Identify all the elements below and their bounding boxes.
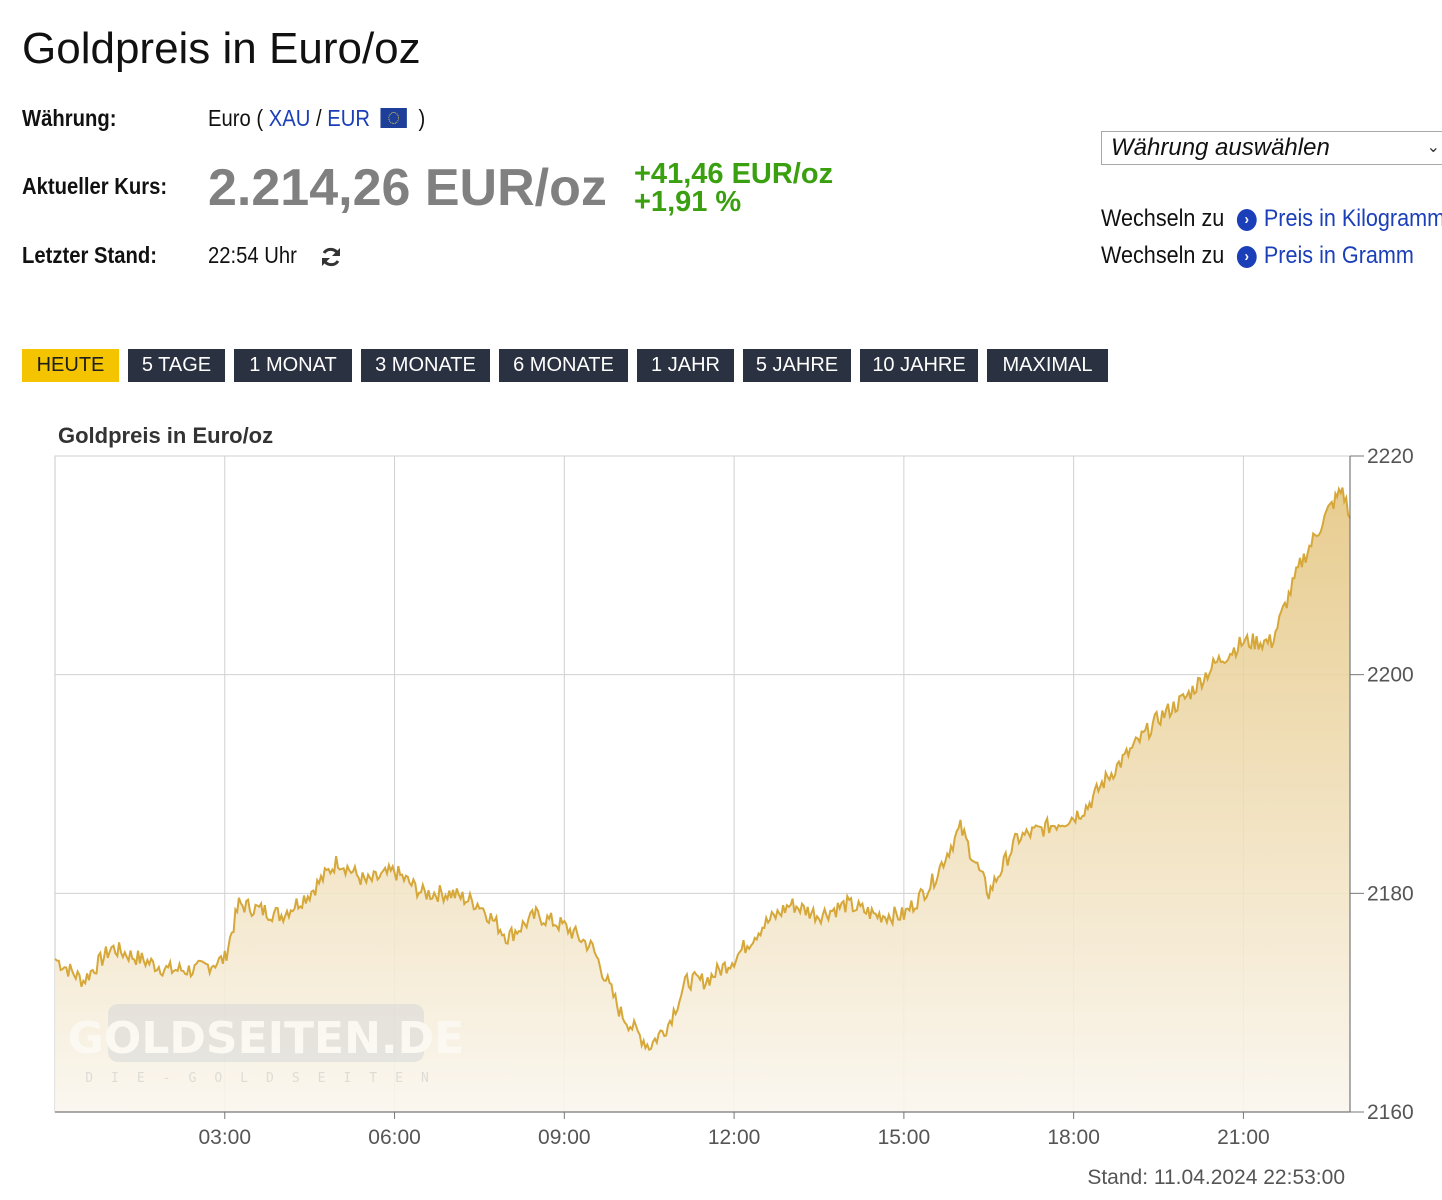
- currency-select-value: Währung auswählen: [1111, 134, 1330, 161]
- switch-gram-link[interactable]: Preis in Gramm: [1263, 242, 1414, 269]
- switch-kilogram-link[interactable]: Preis in Kilogramm: [1263, 205, 1442, 232]
- y-tick-label: 2160: [1367, 1101, 1414, 1124]
- gold-price-chart: Goldpreis in Euro/oz GOLDSEITEN.DE DIE-G…: [54, 423, 1414, 1189]
- x-tick-label: 18:00: [1047, 1126, 1100, 1149]
- tab-1-monat[interactable]: 1 MONAT: [234, 349, 352, 382]
- tab-6-monate[interactable]: 6 MONATE: [499, 349, 628, 382]
- change-absolute: +41,46 EUR/oz: [634, 158, 834, 190]
- chart-title: Goldpreis in Euro/oz: [58, 423, 273, 448]
- switch-row-kilogram: Wechseln zu › Preis in Kilogramm: [1101, 205, 1442, 233]
- change-percent: +1,91 %: [634, 186, 742, 218]
- tab-1-jahr[interactable]: 1 JAHR: [637, 349, 734, 382]
- currency-select[interactable]: Währung auswählen ⌄: [1101, 131, 1442, 165]
- tab-5-jahre[interactable]: 5 JAHRE: [743, 349, 851, 382]
- current-price: 2.214,26 EUR/oz: [208, 159, 607, 217]
- switch-row-gram: Wechseln zu › Preis in Gramm: [1101, 242, 1414, 270]
- chart-area-layer: [54, 485, 1351, 1113]
- x-tick-label: 12:00: [708, 1126, 761, 1149]
- chart-footer: Stand: 11.04.2024 22:53:00: [1087, 1166, 1345, 1189]
- currency-name: Euro: [208, 105, 251, 131]
- tab-3-monate[interactable]: 3 MONATE: [361, 349, 490, 382]
- chevron-right-icon: ›: [1236, 209, 1257, 231]
- open-paren: (: [256, 105, 264, 131]
- x-tick-label: 03:00: [198, 1126, 251, 1149]
- x-tick-label: 15:00: [878, 1126, 931, 1149]
- eu-flag-icon: [380, 108, 408, 128]
- series-line: [54, 485, 1351, 1052]
- chart-axes: 03:00 06:00 09:00 12:00 15:00 18:00 21:00 2220 2…: [55, 445, 1414, 1149]
- y-tick-label: 2180: [1367, 882, 1414, 905]
- currency-value: Euro ( XAU / EUR ): [208, 105, 425, 132]
- slash: /: [316, 105, 322, 131]
- series-area-fill: [55, 487, 1350, 1113]
- tab-maximal[interactable]: MAXIMAL: [987, 349, 1108, 382]
- watermark: GOLDSEITEN.DE DIE-GOLDSEITEN: [68, 1004, 464, 1086]
- watermark-logo: GOLDSEITEN.DE: [68, 1013, 464, 1064]
- x-tick-label: 09:00: [538, 1126, 591, 1149]
- y-tick-label: 2220: [1367, 445, 1414, 468]
- y-tick-label: 2200: [1367, 664, 1414, 687]
- close-paren: ): [418, 105, 426, 131]
- switch-prefix: Wechseln zu: [1101, 205, 1225, 232]
- watermark-tagline: DIE-GOLDSEITEN: [85, 1071, 447, 1086]
- updated-label: Letzter Stand:: [22, 242, 157, 268]
- tab-10-jahre[interactable]: 10 JAHRE: [860, 349, 978, 382]
- page-title: Goldpreis in Euro/oz: [22, 24, 421, 73]
- chevron-right-icon: ›: [1236, 246, 1257, 268]
- tab-5-tage[interactable]: 5 TAGE: [128, 349, 225, 382]
- x-tick-label: 21:00: [1217, 1126, 1270, 1149]
- switch-prefix: Wechseln zu: [1101, 242, 1225, 269]
- updated-time: 22:54 Uhr: [208, 242, 297, 268]
- refresh-icon[interactable]: [319, 245, 343, 269]
- range-tabs: HEUTE 5 TAGE 1 MONAT 3 MONATE 6 MONATE 1…: [22, 349, 1117, 382]
- xau-link[interactable]: XAU: [268, 105, 311, 131]
- price-label: Aktueller Kurs:: [22, 173, 168, 199]
- x-tick-label: 06:00: [368, 1126, 421, 1149]
- eur-link[interactable]: EUR: [327, 105, 370, 131]
- chevron-down-icon: ⌄: [1426, 139, 1440, 156]
- tab-heute[interactable]: HEUTE: [22, 349, 119, 382]
- currency-label: Währung:: [22, 105, 117, 131]
